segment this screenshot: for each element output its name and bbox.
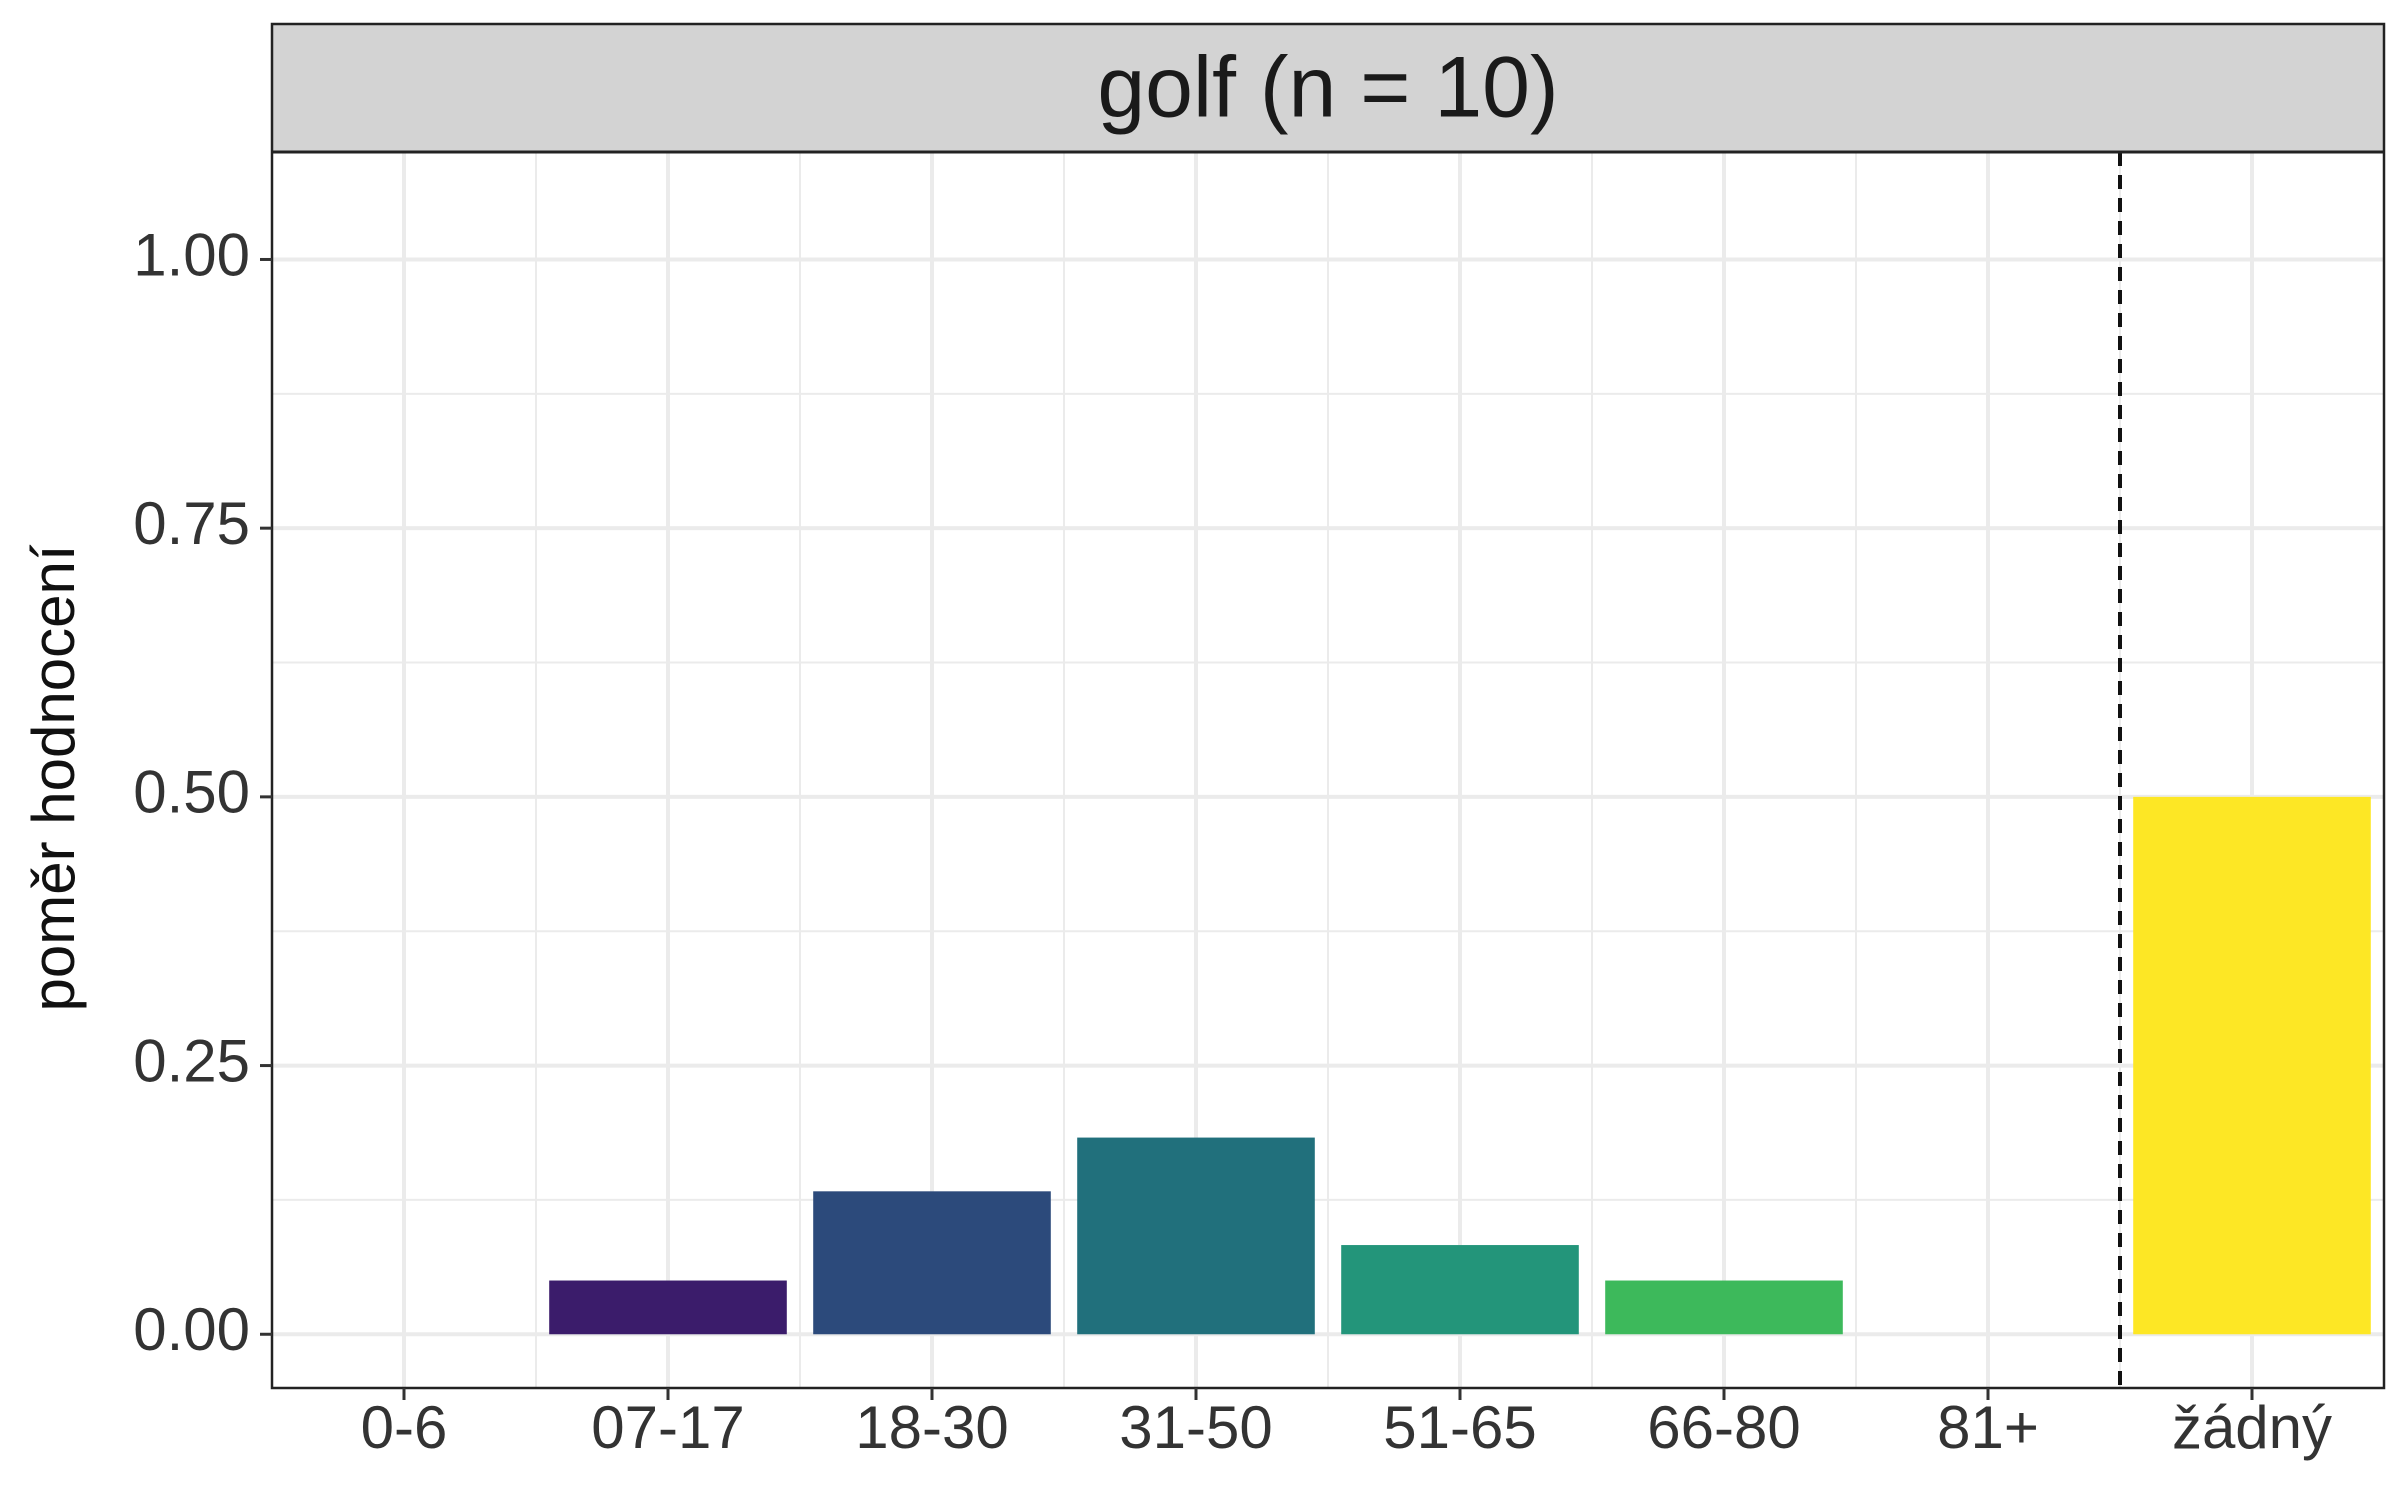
bar xyxy=(813,1191,1051,1335)
strip-background xyxy=(272,24,2384,152)
y-tick-label: 1.00 xyxy=(133,221,250,288)
x-tick-label: 66-80 xyxy=(1647,1394,1800,1461)
x-tick-label: 31-50 xyxy=(1119,1394,1272,1461)
bar xyxy=(1605,1280,1843,1335)
bar xyxy=(1077,1137,1315,1335)
panel-border xyxy=(270,22,2386,1390)
x-tick-label: žádný xyxy=(2172,1394,2332,1461)
x-tick-label: 18-30 xyxy=(855,1394,1008,1461)
x-tick-label: 0-6 xyxy=(361,1394,448,1461)
y-tick-label: 0.75 xyxy=(133,490,250,557)
y-tick-label: 0.25 xyxy=(133,1027,250,1094)
bar xyxy=(2133,796,2371,1335)
y-tick-label: 0.00 xyxy=(133,1296,250,1363)
y-tick-label: 0.50 xyxy=(133,759,250,826)
x-tick-label: 07-17 xyxy=(591,1394,744,1461)
x-tick-label: 51-65 xyxy=(1383,1394,1536,1461)
bar xyxy=(1341,1245,1579,1335)
y-axis-title: poměr hodnocení xyxy=(20,544,87,1011)
bar xyxy=(549,1280,787,1335)
plot-panel xyxy=(260,22,2386,1400)
x-tick-label: 81+ xyxy=(1937,1394,2039,1461)
facet-title: golf (n = 10) xyxy=(1097,40,1558,136)
